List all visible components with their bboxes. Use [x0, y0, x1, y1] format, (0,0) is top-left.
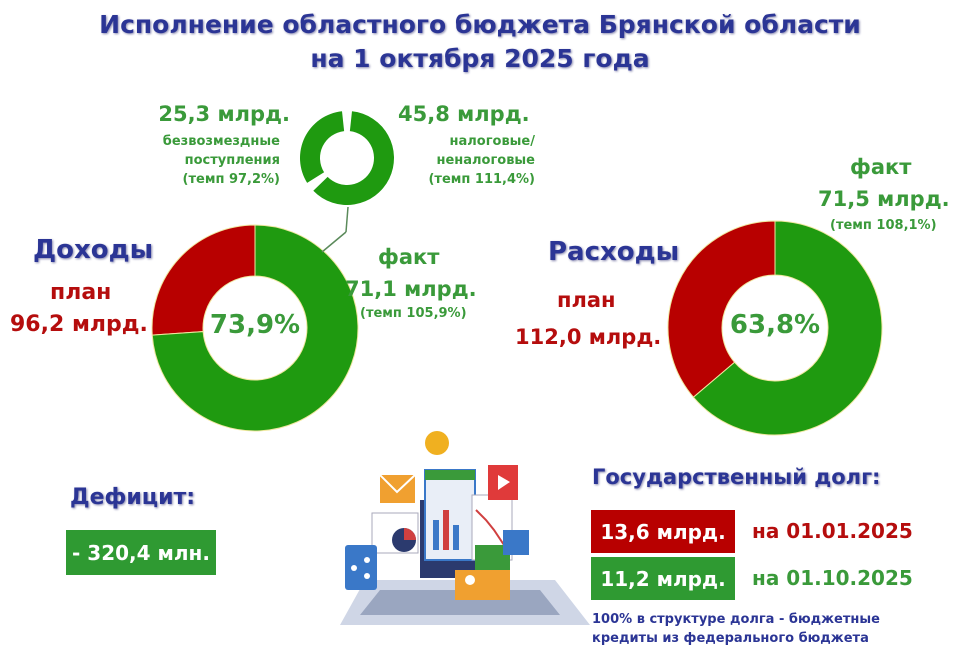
tax-rate: (темп 111,4%)	[428, 172, 535, 187]
income-fact-value: 71,1 млрд.	[345, 277, 477, 301]
expenses-heading: Расходы	[548, 237, 680, 267]
expenses-fact-rate: (темп 108,1%)	[830, 218, 937, 233]
title-line2: на 1 октября 2025 года	[310, 44, 650, 73]
expenses-plan-label: план	[557, 288, 616, 312]
debt-date-start: на 01.01.2025	[752, 519, 913, 543]
tax-value: 45,8 млрд.	[398, 102, 530, 126]
income-heading: Доходы	[33, 235, 154, 265]
income-plan-label: план	[50, 280, 112, 305]
gratuitous-label: безвозмездные поступления (темп 97,2%)	[120, 132, 280, 189]
debt-value-start: 13,6 млрд.	[591, 510, 735, 553]
gratuitous-label2: поступления	[184, 153, 280, 168]
debt-note: 100% в структуре долга - бюджетные креди…	[592, 610, 880, 648]
gratuitous-label1: безвозмездные	[162, 134, 280, 149]
title-line1: Исполнение областного бюджета Брянской о…	[99, 10, 861, 39]
donut-slice	[300, 111, 345, 183]
donut-slice	[313, 111, 394, 205]
tax-label: налоговые/ неналоговые (темп 111,4%)	[395, 132, 535, 189]
gratuitous-rate: (темп 97,2%)	[182, 172, 280, 187]
deficit-value: - 320,4 млн.	[66, 530, 216, 575]
laptop-illustration	[340, 431, 590, 625]
expenses-plan-value: 112,0 млрд.	[515, 325, 662, 349]
gratuitous-value: 25,3 млрд.	[158, 102, 290, 126]
expenses-fact-label: факт	[850, 155, 912, 179]
donut-slice	[692, 220, 883, 436]
donut-slice	[667, 220, 776, 398]
income-fact-label: факт	[378, 245, 440, 269]
donut-slice	[151, 224, 256, 336]
debt-value-current: 11,2 млрд.	[591, 557, 735, 600]
donut-slice	[151, 224, 359, 432]
deficit-label: Дефицит:	[70, 485, 196, 510]
connector-line	[345, 206, 349, 233]
income-plan-value: 96,2 млрд.	[10, 312, 148, 337]
expenses-fact-value: 71,5 млрд.	[818, 187, 950, 211]
connector-line	[321, 231, 347, 253]
tax-label1: налоговые/	[449, 134, 535, 149]
expenses-percent: 63,8%	[729, 310, 821, 340]
income-fact-rate: (темп 105,9%)	[360, 306, 467, 321]
debt-note-line2: кредиты из федерального бюджета	[592, 631, 869, 646]
income-percent: 73,9%	[209, 310, 301, 340]
debt-note-line1: 100% в структуре долга - бюджетные	[592, 612, 880, 627]
debt-heading: Государственный долг:	[592, 465, 881, 489]
tax-label2: неналоговые	[436, 153, 535, 168]
debt-date-current: на 01.10.2025	[752, 566, 913, 590]
